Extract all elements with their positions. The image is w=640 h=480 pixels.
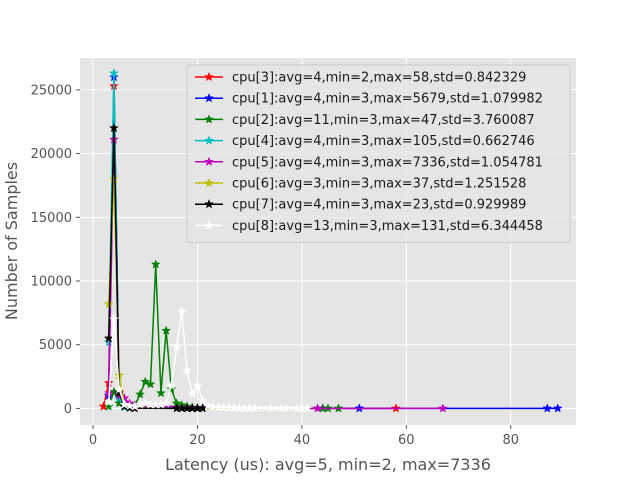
data-point — [108, 68, 119, 78]
legend: cpu[3]:avg=4,min=2,max=58,std=0.842329 cp… — [186, 64, 571, 244]
data-point — [542, 403, 553, 413]
legend-label: cpu[8]:avg=13,min=3,max=131,std=6.344458 — [232, 219, 543, 234]
data-point — [150, 259, 161, 269]
legend-label: cpu[7]:avg=4,min=3,max=23,std=0.929989 — [232, 198, 526, 213]
data-point — [202, 400, 213, 411]
data-point — [108, 173, 119, 184]
data-point — [108, 122, 119, 133]
x-axis-label: Latency (us): avg=5, min=2, max=7336 — [165, 455, 491, 474]
data-point — [140, 398, 151, 408]
data-point — [135, 389, 145, 399]
y-tick-label: 25000 — [31, 83, 72, 98]
data-point — [182, 364, 192, 375]
data-point — [103, 401, 114, 411]
legend-label: cpu[3]:avg=4,min=2,max=58,std=0.842329 — [232, 71, 526, 86]
series-cpu-7 — [103, 306, 313, 413]
data-point — [437, 403, 448, 413]
data-point — [166, 380, 177, 390]
legend-entry: cpu[7]:avg=4,min=3,max=23,std=0.929989 — [195, 198, 526, 213]
y-tick-label: 0 — [64, 402, 72, 417]
data-point — [103, 396, 114, 407]
legend-swatch-marker — [204, 135, 214, 145]
data-point — [161, 325, 172, 335]
data-point — [176, 306, 187, 316]
legend-entry: cpu[2]:avg=11,min=3,max=47,std=3.760087 — [195, 113, 535, 128]
x-tick-label: 20 — [189, 433, 206, 448]
data-point — [103, 298, 114, 309]
legend-label: cpu[2]:avg=11,min=3,max=47,std=3.760087 — [232, 113, 535, 128]
y-axis-label: Number of Samples — [2, 162, 21, 320]
data-point — [103, 333, 114, 343]
x-tick-label: 0 — [89, 433, 97, 448]
data-point — [302, 403, 313, 413]
legend-swatch-marker — [204, 220, 214, 230]
legend-entry: cpu[6]:avg=3,min=3,max=37,std=1.251528 — [195, 177, 526, 192]
y-axis: 0 5000 10000 15000 20000 25000 — [31, 83, 80, 417]
data-point — [119, 399, 130, 409]
data-point — [552, 403, 563, 413]
y-tick-label: 10000 — [31, 275, 72, 290]
data-point — [124, 400, 135, 411]
data-point — [166, 384, 177, 394]
series-layer — [98, 68, 563, 413]
legend-swatch-marker — [204, 177, 214, 188]
data-point — [171, 342, 182, 352]
legend-entry: cpu[8]:avg=13,min=3,max=131,std=6.344458 — [195, 219, 543, 234]
legend-swatch-marker — [204, 92, 214, 103]
x-tick-label: 80 — [502, 433, 519, 448]
x-tick-label: 40 — [294, 433, 311, 448]
legend-entry: cpu[5]:avg=4,min=3,max=7336,std=1.054781 — [195, 155, 543, 170]
data-point — [161, 398, 172, 408]
y-tick-label: 15000 — [31, 211, 72, 226]
data-point — [192, 380, 203, 390]
data-point — [140, 376, 151, 386]
legend-entry: cpu[4]:avg=4,min=3,max=105,std=0.662746 — [195, 134, 535, 149]
y-tick-label: 20000 — [31, 147, 72, 162]
legend-swatch-marker — [204, 156, 214, 167]
data-point — [155, 387, 166, 398]
data-point — [187, 387, 198, 398]
legend-label: cpu[6]:avg=3,min=3,max=37,std=1.251528 — [232, 177, 526, 192]
legend-entry: cpu[3]:avg=4,min=2,max=58,std=0.842329 — [195, 71, 526, 86]
data-point — [197, 395, 208, 406]
legend-entry: cpu[1]:avg=4,min=3,max=5679,std=1.079982 — [195, 92, 543, 107]
legend-label: cpu[1]:avg=4,min=3,max=5679,std=1.079982 — [232, 92, 543, 107]
data-point — [108, 314, 119, 324]
legend-label: cpu[4]:avg=4,min=3,max=105,std=0.662746 — [232, 134, 535, 149]
x-tick-label: 60 — [398, 433, 415, 448]
data-point — [145, 379, 156, 389]
legend-swatch-marker — [204, 198, 214, 209]
data-point — [312, 403, 323, 413]
data-point — [114, 384, 125, 394]
data-point — [114, 387, 125, 398]
y-tick-label: 5000 — [39, 338, 72, 353]
legend-label: cpu[5]:avg=4,min=3,max=7336,std=1.054781 — [232, 155, 543, 170]
legend-swatch-marker — [204, 71, 214, 82]
x-axis: 0 20 40 60 80 — [89, 425, 519, 448]
legend-swatch-marker — [204, 114, 214, 124]
legend-box — [186, 64, 571, 244]
